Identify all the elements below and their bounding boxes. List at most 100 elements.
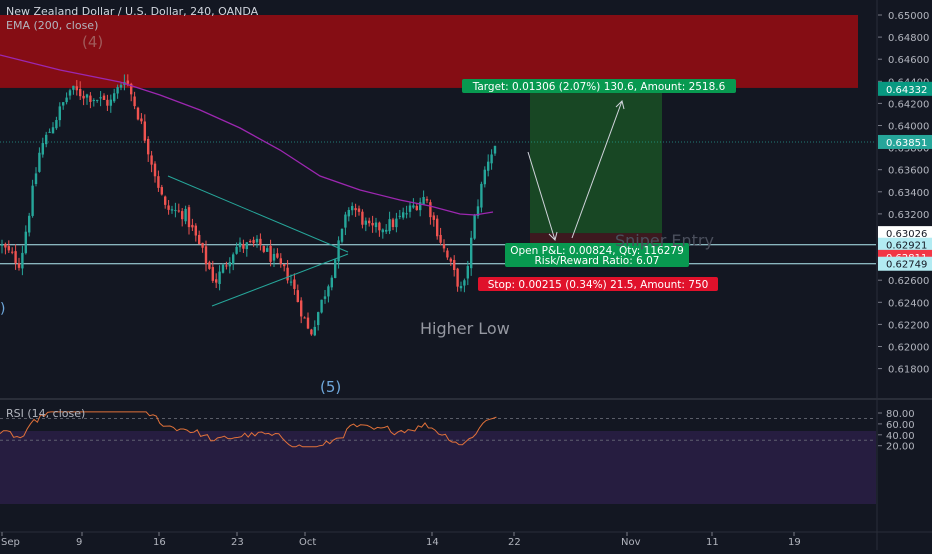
candle-body [68,90,72,96]
candle-body [102,95,106,100]
projection-up-arrowhead [615,100,625,110]
candle-body [439,234,442,243]
price-tick-label: 0.64800 [888,33,929,44]
candle-body [422,197,425,205]
candle-body [279,258,282,264]
candle-body [38,152,41,172]
price-tick-label: 0.63600 [888,166,929,177]
candle-body [130,83,133,95]
time-tick-label: 9 [76,537,82,548]
candle-body [459,286,463,289]
price-tick-label: 0.63800 [888,144,929,155]
candle-body [262,245,265,252]
candle-body [415,205,418,211]
candle-body [113,93,116,102]
candle-body [255,238,259,243]
candle-body [466,266,469,279]
candle-body [405,213,408,215]
candle-body [191,224,194,228]
time-tick-label: Oct [299,537,316,548]
candle-body [419,202,422,211]
candle-body [232,254,235,265]
candle-body [170,209,174,211]
sniper-entry-label: Sniper Entry [615,231,714,250]
candle-body [24,231,27,254]
price-tick-label: 0.65000 [888,11,929,22]
candle-body [41,143,44,155]
rsi-layer [0,411,497,448]
risk-reward-label: Risk/Reward Ratio: 6.07 [535,255,660,267]
time-tick-label: 14 [426,537,439,548]
candle-body [368,220,371,224]
symbol-title[interactable]: New Zealand Dollar / U.S. Dollar, 240, O… [6,5,259,18]
candle-body [449,258,452,262]
price-tag-label: 0.62749 [886,260,927,271]
candle-body [85,94,89,98]
price-tag-bg [878,226,932,241]
candle-body [157,176,160,188]
time-tick-label: 22 [508,537,521,548]
candle-body [225,265,228,267]
target-zone [530,88,662,234]
time-tick-label: Sep [1,537,20,548]
candle-body [283,264,286,267]
candle-body [361,211,364,225]
candle-body [327,286,330,297]
candle-body [0,244,4,246]
candle-body [402,212,405,218]
candle-body [48,131,51,133]
candle-body [493,145,497,154]
candle-body [45,134,48,145]
stop-label: Stop: 0.00215 (0.34%) 21.5, Amount: 750 [488,279,709,291]
candle-body [167,205,170,210]
candle-body [201,242,204,248]
candle-body [249,241,252,243]
candle-body [276,253,279,258]
wave-5-label: (5) [320,378,341,396]
candle-body [347,210,350,217]
candle-body [412,205,415,208]
price-tick-label: 0.62600 [888,276,929,287]
candle-body [303,317,306,319]
wave-4-label: (4) [82,33,103,51]
ema-indicator-label[interactable]: EMA (200, close) [6,19,99,32]
candle-body [211,267,214,281]
rsi-tick-label: 20.00 [886,442,915,453]
projection-down-arrow [527,151,556,241]
candle-body [28,215,31,233]
price-tag-bg [878,134,932,149]
price-tick-label: 0.63200 [888,210,929,221]
candle-body [351,206,354,211]
price-tag-bg [878,237,932,252]
candle-body [300,300,303,317]
price-tick-label: 0.62200 [888,320,929,331]
candle-body [82,95,85,99]
open-pnl-box-bg [505,243,689,267]
price-tag-bg [878,81,932,96]
offscreen-wave-label: ) [0,301,5,317]
candle-body [228,262,231,267]
rsi-tick-label: 80.00 [886,409,915,420]
target-label: Target: 0.01306 (2.07%) 130.6, Amount: 2… [472,81,726,93]
resistance-zone [0,15,858,88]
time-tick-label: 19 [788,537,801,548]
candle-body [116,87,119,94]
rsi-line [0,411,497,448]
rsi-indicator-label[interactable]: RSI (14, close) [6,407,86,420]
open-pnl-label: Open P&L: 0.00824, Qty: 116279 [510,245,684,257]
candle-body [136,107,140,120]
candle-body [75,86,78,91]
candle-body [398,215,401,217]
candle-body [408,205,412,212]
candle-body [221,264,225,273]
candle-body [208,262,211,269]
candle-body [334,259,337,278]
candle-body [323,296,327,299]
candle-body [463,280,466,286]
candle-body [296,290,299,302]
candle-body [99,97,102,99]
candle-body [109,99,112,106]
